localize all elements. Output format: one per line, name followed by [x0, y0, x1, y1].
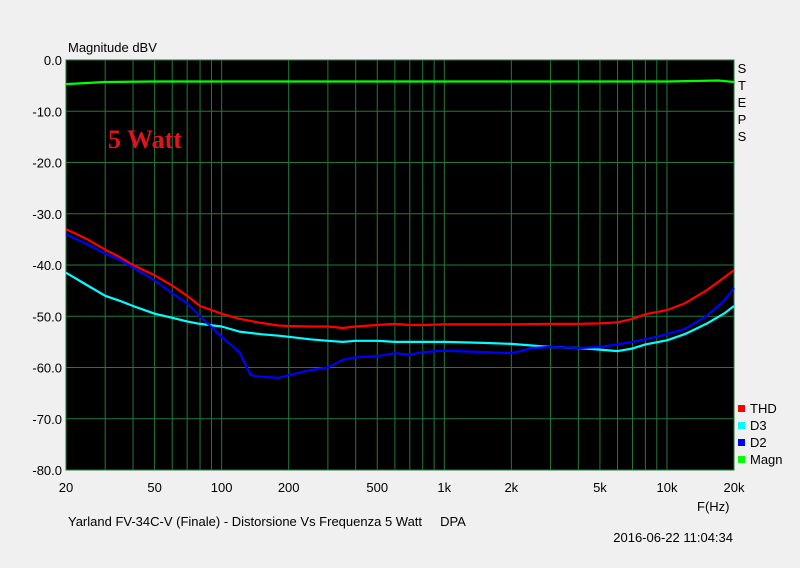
x-tick-label: 1k — [437, 480, 451, 495]
y-tick-label: -20.0 — [32, 156, 62, 171]
steps-letter: P — [738, 112, 747, 127]
y-tick-label: -40.0 — [32, 258, 62, 273]
y-tick-label: -70.0 — [32, 412, 62, 427]
series-line-thd — [65, 228, 735, 330]
plot-border — [65, 59, 735, 471]
footer-title: Yarland FV-34C-V (Finale) - Distorsione … — [68, 514, 466, 529]
y-axis: 0.0 -10.0 -20.0 -30.0 -40.0 -50.0 -60.0 -70.0 -8… — [32, 53, 62, 478]
legend: THD D3 D2 Magn — [738, 401, 783, 467]
steps-letter: T — [738, 78, 746, 93]
legend-label: THD — [750, 401, 777, 416]
x-tick-label: 20k — [724, 480, 745, 495]
steps-letter: S — [738, 129, 747, 144]
x-tick-label: 20 — [59, 480, 73, 495]
series-line-d3 — [65, 271, 735, 353]
y-axis-label: Magnitude dBV — [68, 40, 157, 55]
annotation-text: 5 Watt — [108, 125, 182, 154]
series-line-magn — [65, 79, 735, 86]
steps-letter: S — [738, 61, 747, 76]
x-tick-label: 500 — [366, 480, 388, 495]
x-axis: 20 50 100 200 500 1k 2k 5k 10k 20k — [59, 480, 745, 495]
y-tick-label: -30.0 — [32, 207, 62, 222]
y-tick-label: -10.0 — [32, 104, 62, 119]
y-tick-label: -50.0 — [32, 309, 62, 324]
x-tick-label: 100 — [211, 480, 233, 495]
y-tick-label: -80.0 — [32, 463, 62, 478]
y-tick-label: 0.0 — [44, 53, 62, 68]
series-group — [65, 79, 735, 379]
timestamp: 2016-06-22 11:04:34 — [613, 530, 733, 545]
x-axis-label: F(Hz) — [697, 499, 730, 514]
x-tick-label: 5k — [593, 480, 607, 495]
y-tick-label: -60.0 — [32, 361, 62, 376]
legend-label: D2 — [750, 435, 767, 450]
series-line-d2 — [65, 233, 735, 379]
legend-swatch — [738, 405, 745, 412]
legend-swatch — [738, 422, 745, 429]
legend-swatch — [738, 456, 745, 463]
x-tick-label: 10k — [656, 480, 677, 495]
x-tick-label: 200 — [278, 480, 300, 495]
x-tick-label: 2k — [504, 480, 518, 495]
x-tick-label: 50 — [147, 480, 161, 495]
legend-label: Magn — [750, 452, 783, 467]
grid — [65, 59, 735, 471]
legend-label: D3 — [750, 418, 767, 433]
steps-letter: E — [738, 95, 747, 110]
legend-swatch — [738, 439, 745, 446]
